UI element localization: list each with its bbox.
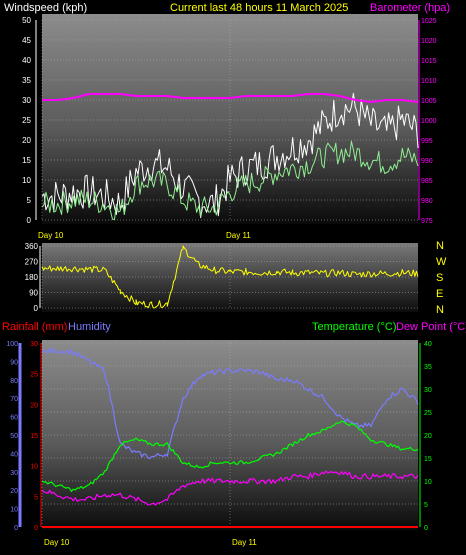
- wind-y-tick: 40: [22, 56, 31, 65]
- temperature-line: [41, 420, 419, 492]
- humidity-y-tick: 30: [10, 470, 18, 477]
- wind-y-tick: 25: [22, 116, 31, 125]
- wind-y-tick: 35: [22, 76, 31, 85]
- barometer-title: Barometer (hpa): [370, 2, 450, 14]
- temperature-y-tick: 15: [424, 456, 432, 463]
- wind-y-tick: 15: [22, 156, 31, 165]
- wind-x-tick: Day 10: [38, 231, 64, 240]
- temperature-y-tick: 20: [424, 433, 432, 440]
- wind-avg-line: [41, 92, 419, 219]
- wind-y-tick: 20: [22, 136, 31, 145]
- humidity-y-tick: 90: [10, 359, 18, 366]
- rainfall-y-tick: 15: [30, 433, 38, 440]
- rainfall-y-tick: 30: [30, 341, 38, 348]
- dewpoint-label: Dew Point (°C): [396, 321, 466, 333]
- rainfall-y-tick: 25: [30, 372, 38, 379]
- wind-y-tick: 10: [22, 176, 31, 185]
- dewpoint-line: [41, 470, 419, 506]
- rainfall-y-tick: 20: [30, 402, 38, 409]
- wind-y-tick: 5: [27, 196, 32, 205]
- wind-y-tick: 50: [22, 16, 31, 25]
- barometer-y-tick: 1020: [421, 38, 437, 45]
- humidity-y-tick: 100: [6, 341, 18, 348]
- barometer-y-tick: 1015: [421, 58, 437, 65]
- barometer-y-tick: 1005: [421, 98, 437, 105]
- direction-y-tick: 270: [25, 258, 39, 267]
- direction-y-tick: 0: [34, 304, 39, 313]
- humidity-y-tick: 60: [10, 415, 18, 422]
- chart-title: Current last 48 hours 11 March 2025: [170, 2, 348, 14]
- temperature-y-tick: 5: [424, 502, 428, 509]
- barometer-y-tick: 975: [421, 218, 433, 225]
- humidity-y-tick: 10: [10, 507, 18, 514]
- humidity-y-tick: 70: [10, 396, 18, 403]
- barometer-y-tick: 1010: [421, 78, 437, 85]
- humidity-label: Humidity: [68, 321, 111, 333]
- barometer-y-tick: 990: [421, 158, 433, 165]
- bottom-panel-bg: [42, 340, 418, 530]
- compass-n-top: N: [436, 240, 444, 252]
- direction-line: [41, 245, 419, 309]
- direction-y-tick: 90: [29, 289, 38, 298]
- wind-title: Windspeed (kph): [4, 2, 87, 14]
- humidity-y-tick: 80: [10, 378, 18, 385]
- barometer-y-tick: 1025: [421, 18, 437, 25]
- humidity-y-tick: 50: [10, 433, 18, 440]
- bottom-x-tick: Day 11: [232, 538, 257, 547]
- temperature-y-tick: 0: [424, 525, 428, 532]
- rainfall-label: Rainfall (mm): [2, 321, 67, 333]
- compass-e: E: [436, 288, 443, 300]
- temperature-y-tick: 10: [424, 479, 432, 486]
- barometer-y-tick: 985: [421, 178, 433, 185]
- temperature-y-tick: 40: [424, 341, 432, 348]
- temperature-y-tick: 25: [424, 410, 432, 417]
- wind-y-tick: 45: [22, 36, 31, 45]
- rainfall-y-tick: 5: [34, 494, 38, 501]
- humidity-y-tick: 40: [10, 451, 18, 458]
- compass-s: S: [436, 272, 443, 284]
- direction-y-tick: 180: [25, 273, 39, 282]
- temperature-y-tick: 35: [424, 364, 432, 371]
- wind-gust-line: [41, 140, 419, 220]
- humidity-y-tick: 20: [10, 488, 18, 495]
- compass-w: W: [436, 256, 447, 268]
- compass-n-bottom: N: [436, 304, 444, 316]
- direction-y-tick: 360: [25, 242, 39, 251]
- temperature-label: Temperature (°C): [312, 321, 396, 333]
- humidity-line: [41, 348, 419, 460]
- barometer-y-tick: 980: [421, 198, 433, 205]
- humidity-y-tick: 0: [14, 525, 18, 532]
- rainfall-y-tick: 0: [34, 525, 38, 532]
- barometer-line: [42, 93, 419, 103]
- temperature-y-tick: 30: [424, 387, 432, 394]
- barometer-y-tick: 1000: [421, 118, 437, 125]
- direction-panel-bg: [42, 243, 418, 312]
- wind-x-tick: Day 11: [226, 231, 251, 240]
- barometer-y-tick: 995: [421, 138, 433, 145]
- rainfall-y-tick: 10: [30, 464, 38, 471]
- wind-y-tick: 30: [22, 96, 31, 105]
- wind-y-tick: 0: [27, 216, 32, 225]
- bottom-x-tick: Day 10: [44, 538, 70, 547]
